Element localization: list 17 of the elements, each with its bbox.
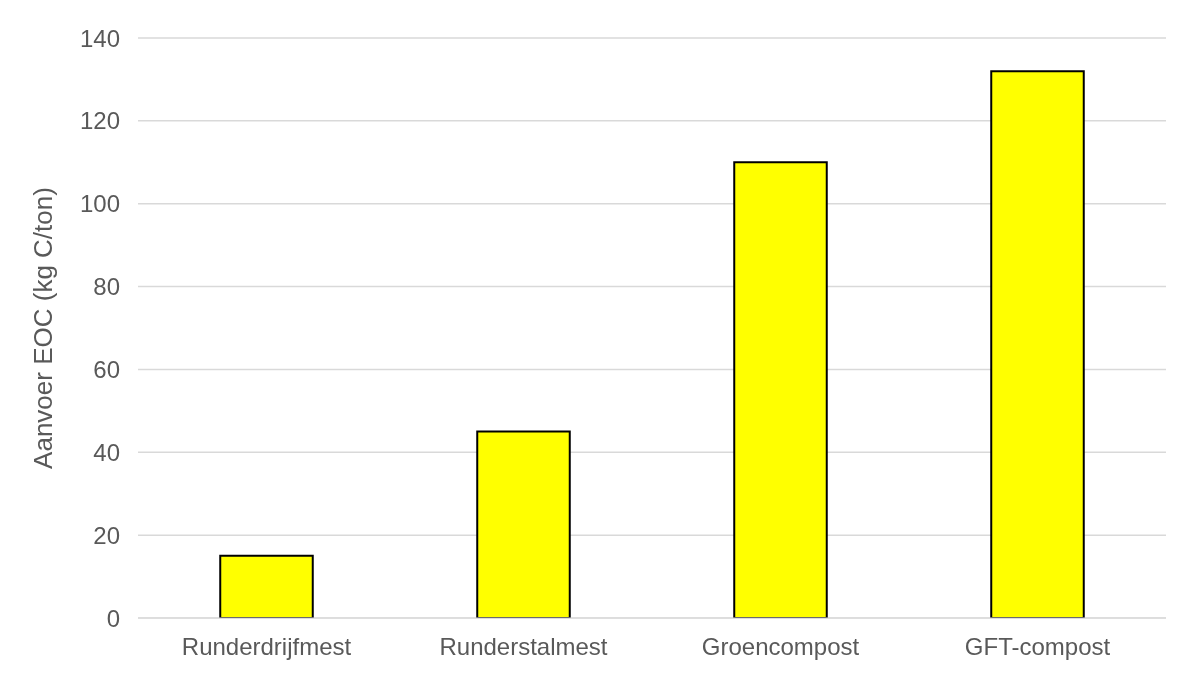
y-tick-label: 140 — [79, 24, 120, 52]
bar — [476, 430, 571, 618]
bar — [733, 161, 828, 618]
x-tick-label: Runderstalmest — [439, 633, 608, 661]
y-tick-label: 60 — [93, 355, 120, 383]
y-tick-label: 0 — [106, 604, 120, 632]
y-axis-title: Aanvoer EOC (kg C/ton) — [28, 187, 59, 469]
x-tick-label: Runderdrijfmest — [181, 633, 352, 661]
y-tick-label: 20 — [93, 521, 120, 549]
bar — [990, 70, 1085, 618]
bar — [219, 554, 314, 618]
y-tick-label: 120 — [79, 107, 120, 135]
y-tick-label: 80 — [93, 273, 120, 301]
y-tick-label: 100 — [79, 190, 120, 218]
y-tick-label: 40 — [93, 438, 120, 466]
x-tick-label: GFT-compost — [964, 633, 1111, 661]
x-tick-label: Groencompost — [701, 633, 860, 661]
